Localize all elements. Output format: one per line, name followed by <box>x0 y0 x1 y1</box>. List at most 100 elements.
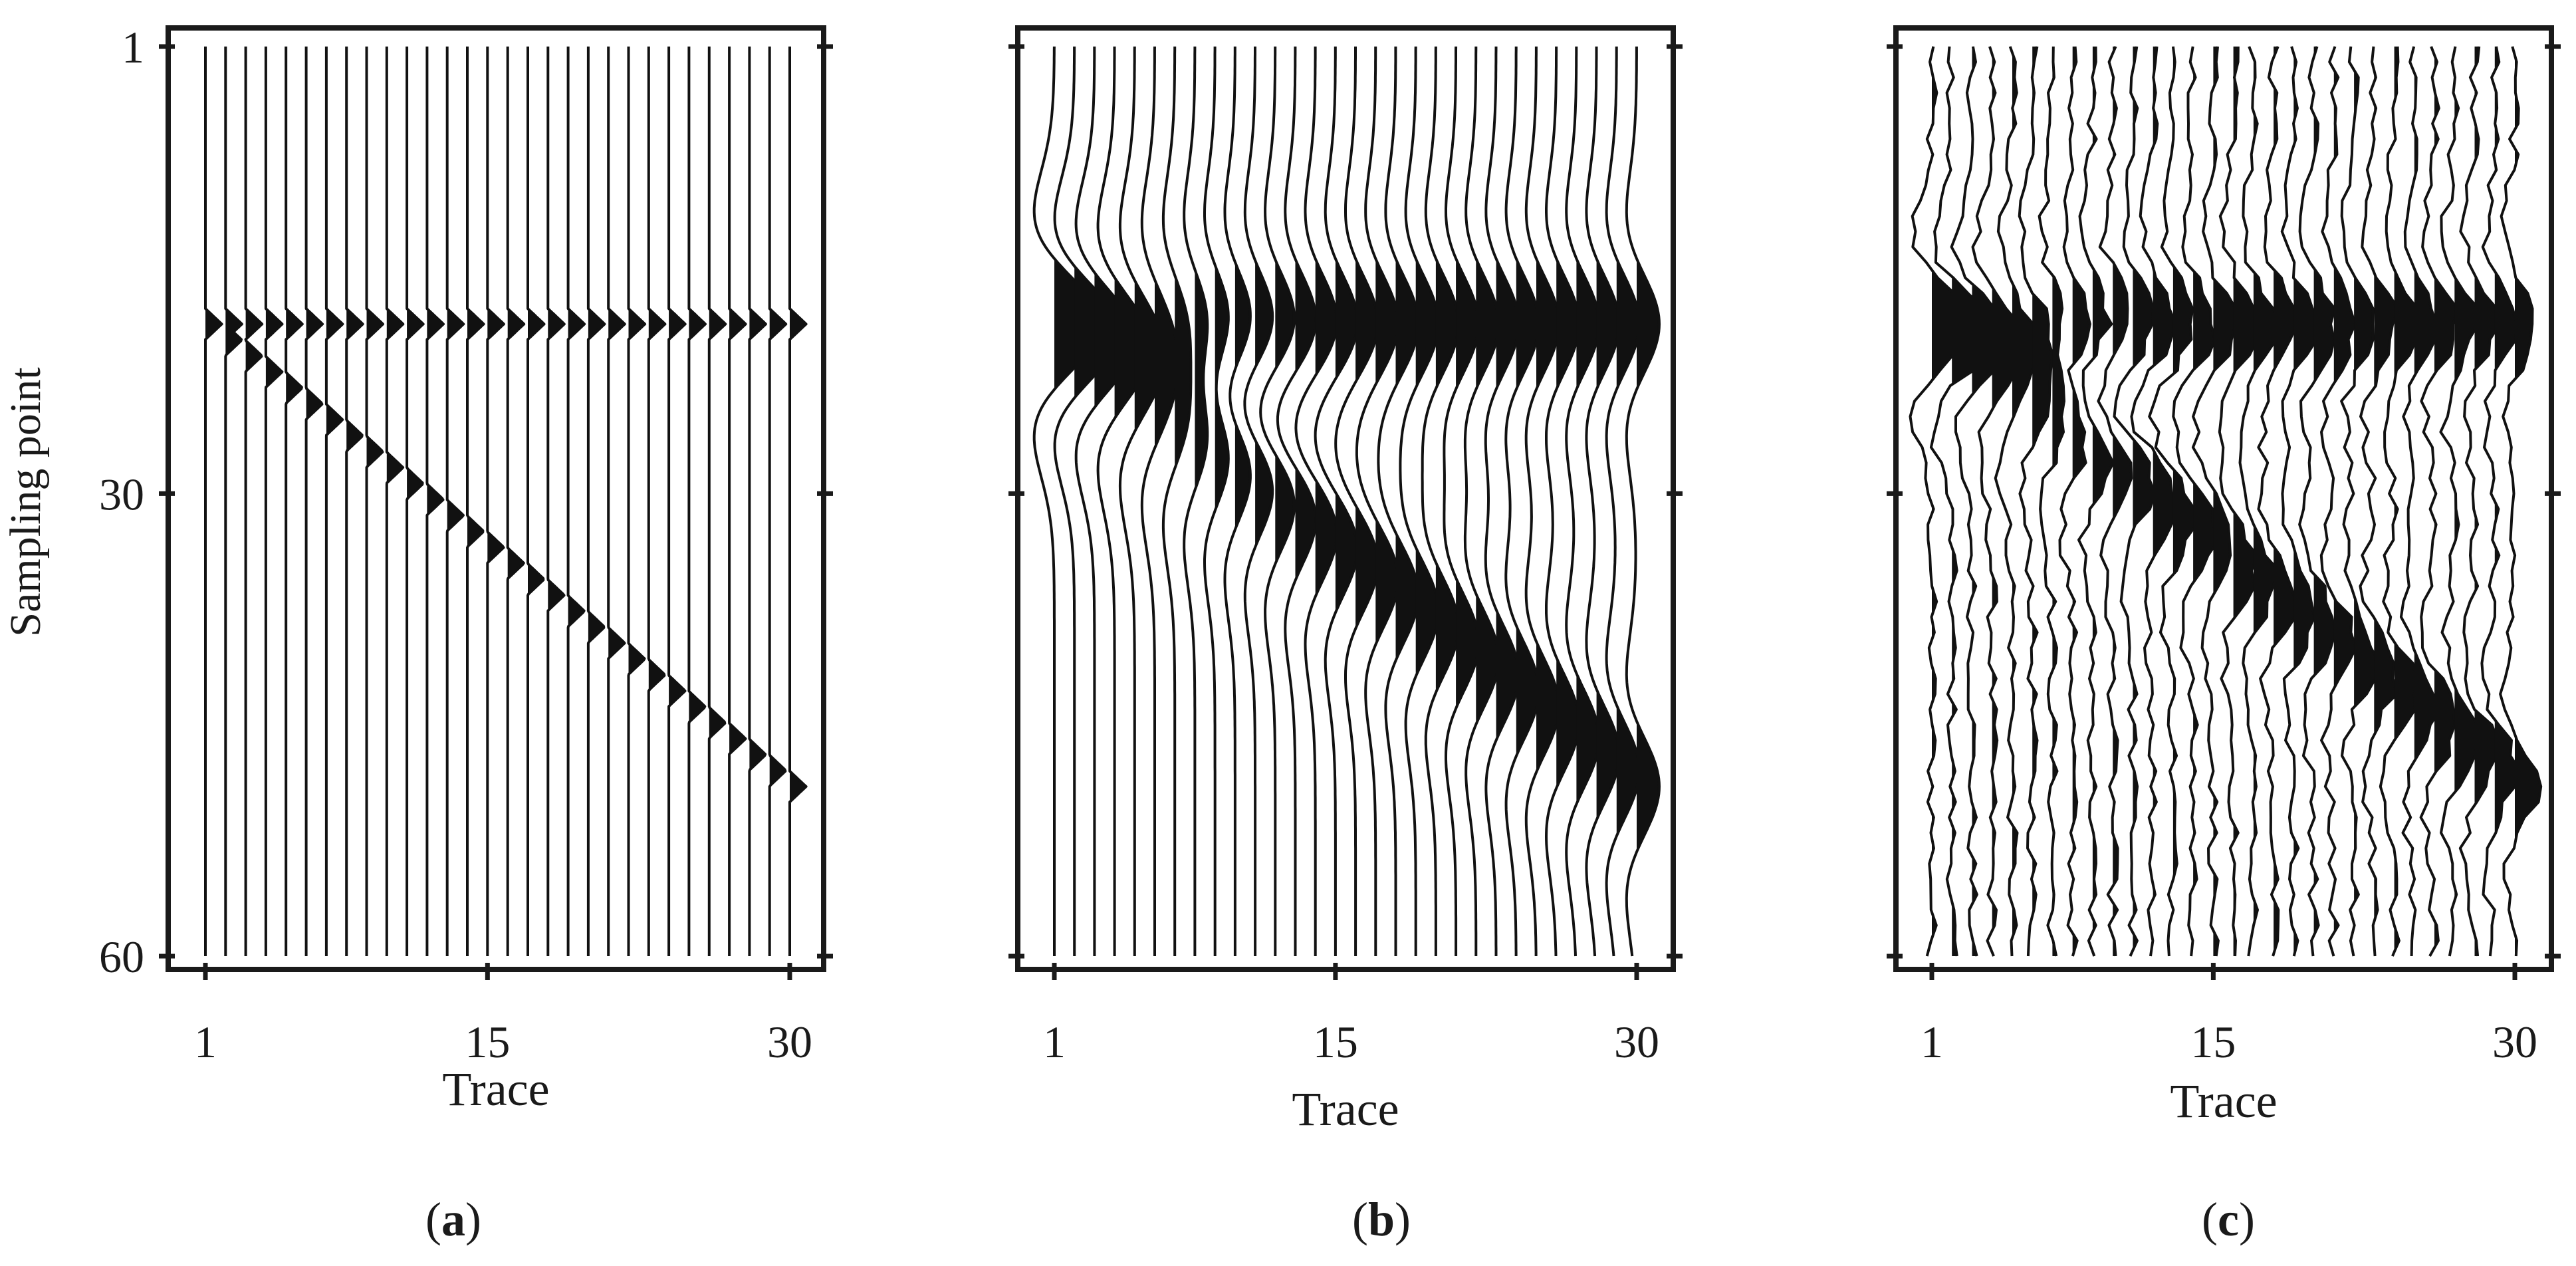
wiggle-trace <box>264 47 284 956</box>
wiggle-fill <box>427 309 443 515</box>
wiggle-trace <box>385 47 405 956</box>
wiggle-trace <box>304 47 324 956</box>
wiggle-trace <box>1909 46 1980 957</box>
wiggle-fill <box>709 309 726 739</box>
wiggle-fill <box>1516 259 1539 757</box>
panel-b-x-axis-label: Trace <box>1292 1082 1399 1136</box>
wiggle-fill <box>1134 280 1165 432</box>
wiggle-trace <box>365 47 384 956</box>
wiggle-trace <box>2148 46 2198 957</box>
x-tick-label: 30 <box>767 1017 812 1067</box>
wiggle-fill <box>769 309 786 787</box>
wiggle-trace <box>445 47 465 956</box>
wiggle-fill <box>528 309 544 596</box>
wiggle-trace <box>1463 47 1500 956</box>
wiggle-fill <box>729 309 746 755</box>
wiggle-trace <box>728 47 747 956</box>
wiggle-trace <box>406 47 425 956</box>
wiggle-trace <box>1223 47 1252 956</box>
wiggle-fill <box>628 309 645 676</box>
wiggle-fill <box>1456 259 1479 709</box>
wiggle-trace <box>707 47 727 956</box>
wiggle-fill <box>2515 55 2541 956</box>
wiggle-trace <box>1118 46 1167 956</box>
wiggle-trace <box>1314 47 1359 956</box>
wiggle-trace <box>527 47 546 956</box>
wiggle-trace <box>627 47 647 956</box>
wiggle-fill <box>507 309 525 580</box>
wiggle-trace <box>1950 46 2014 957</box>
wiggle-fill <box>1395 259 1419 661</box>
panel-a: 1 30 60 1 15 30 Trace (a) <box>99 22 833 1246</box>
wiggle-trace <box>506 47 526 956</box>
wiggle-fill <box>1234 262 1250 530</box>
wiggle-trace <box>1625 47 1661 957</box>
wiggle-fill <box>1295 259 1316 581</box>
wiggle-trace <box>204 47 223 956</box>
wiggle-trace <box>2280 46 2320 957</box>
wiggle-fill <box>689 309 705 723</box>
wiggle-fill <box>1556 259 1580 789</box>
wiggle-trace <box>2480 46 2521 957</box>
wiggle-trace <box>1971 46 2026 957</box>
wiggle-trace <box>1276 47 1318 956</box>
panel-b-ticks: 1 15 30 <box>1008 44 1683 1067</box>
wiggle-trace <box>2257 46 2299 957</box>
wiggle-trace <box>324 47 344 956</box>
wiggle-trace <box>1421 46 1460 956</box>
x-tick-label: 1 <box>1921 1017 1943 1067</box>
panel-c-caption: (c) <box>2202 1193 2255 1246</box>
wiggle-trace <box>1161 47 1193 956</box>
wiggle-fill <box>1415 259 1439 677</box>
wiggle-fill <box>648 309 665 692</box>
wiggle-fill <box>245 309 263 372</box>
wiggle-trace <box>2058 46 2091 957</box>
wiggle-trace <box>486 47 505 956</box>
wiggle-fill <box>2394 47 2419 952</box>
wiggle-fill <box>407 309 423 500</box>
panel-c-ticks: 1 15 30 <box>1887 44 2561 1067</box>
wiggle-trace <box>566 47 586 956</box>
wiggle-fill <box>2213 47 2236 956</box>
panel-b-caption: (b) <box>1352 1193 1411 1246</box>
wiggle-fill <box>2454 47 2479 901</box>
wiggle-trace <box>1334 47 1379 956</box>
wiggle-trace <box>425 47 445 956</box>
wiggle-fill <box>2293 53 2319 957</box>
wiggle-trace <box>586 47 606 956</box>
wiggle-fill <box>326 309 343 437</box>
wiggle-fill <box>2474 47 2500 956</box>
x-tick-label: 30 <box>2492 1017 2537 1067</box>
wiggle-trace <box>2172 46 2220 957</box>
wiggle-fill <box>286 309 302 404</box>
wiggle-trace <box>466 47 485 956</box>
wiggle-fill <box>1335 259 1357 613</box>
wiggle-fill <box>2113 47 2132 956</box>
x-tick-label: 15 <box>465 1017 510 1067</box>
wiggle-trace <box>788 47 808 956</box>
wiggle-trace <box>2191 46 2238 957</box>
wiggle-fill <box>1536 259 1559 773</box>
wiggle-trace <box>1183 47 1209 956</box>
wiggle-fill <box>1215 265 1229 511</box>
panel-a-ticks: 1 30 60 1 15 30 <box>99 22 833 1067</box>
panel-a-x-axis-label: Trace <box>442 1063 549 1116</box>
wiggle-trace <box>1504 47 1540 956</box>
wiggle-fill <box>548 309 564 611</box>
panel-c-frame <box>1893 25 2554 972</box>
wiggle-fill <box>467 309 484 548</box>
wiggle-fill <box>386 309 404 485</box>
wiggle-trace <box>2218 46 2259 957</box>
wiggle-trace <box>1053 47 1120 956</box>
wiggle-fill <box>2172 47 2196 912</box>
wiggle-trace <box>1294 47 1338 956</box>
wiggle-fill <box>1952 72 1994 957</box>
wiggle-trace <box>285 47 304 956</box>
wiggle-trace <box>2458 46 2502 957</box>
wiggle-fill <box>2313 47 2335 936</box>
x-tick-label: 15 <box>2190 1017 2236 1067</box>
wiggle-trace <box>2097 46 2133 957</box>
wiggle-trace <box>1484 47 1520 956</box>
wiggle-trace <box>2399 46 2442 957</box>
wiggle-fill <box>1255 260 1273 548</box>
